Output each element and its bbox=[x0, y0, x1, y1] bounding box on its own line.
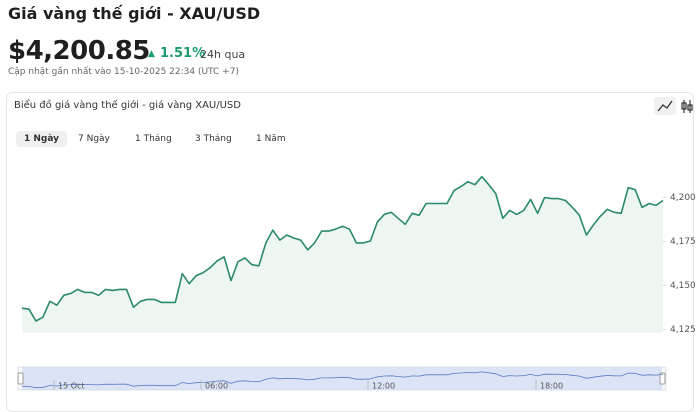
page-title: Giá vàng thế giới - XAU/USD bbox=[8, 4, 261, 23]
area bbox=[22, 176, 663, 333]
line-icon bbox=[657, 100, 673, 112]
page: Giá vàng thế giới - XAU/USD $4,200.85 ▲ … bbox=[6, 4, 696, 412]
y-tick-label: 4,200 bbox=[670, 193, 696, 203]
navigator-handle[interactable] bbox=[659, 372, 666, 385]
y-tick-label: 4,175 bbox=[670, 237, 696, 247]
navigator-label: 15 Oct bbox=[58, 382, 85, 391]
navigator-line bbox=[21, 371, 664, 389]
tab[interactable]: 1 Tháng bbox=[135, 134, 172, 144]
navigator-label: 06:00 bbox=[205, 382, 228, 391]
chart: 4,125 4,150 4,175 4,200 15 Oct 06:00 12:00 18:0… bbox=[17, 97, 696, 391]
candle-icon[interactable] bbox=[681, 100, 693, 113]
updated: Cập nhật gần nhất vào 15-10-2025 22:34 (… bbox=[8, 67, 239, 77]
tab[interactable]: 1 Ngày bbox=[16, 131, 68, 147]
navigator-label: 12:00 bbox=[372, 382, 395, 391]
price-line bbox=[21, 175, 664, 322]
navigator-range[interactable] bbox=[22, 367, 662, 390]
period: 24h qua bbox=[200, 48, 246, 61]
tab[interactable]: 1 Năm bbox=[256, 134, 286, 144]
tab[interactable]: 3 Tháng bbox=[195, 134, 232, 144]
tab[interactable]: 7 Ngày bbox=[78, 134, 110, 144]
y-tick-label: 4,150 bbox=[670, 281, 696, 291]
chart-title: Biểu đồ giá vàng thế giới - giá vàng XAU… bbox=[14, 100, 241, 111]
navigator-label: 18:00 bbox=[540, 382, 563, 391]
y-tick-label: 4,125 bbox=[670, 325, 696, 335]
navigator-handle[interactable] bbox=[17, 372, 24, 385]
price: $4,200.85 bbox=[8, 36, 150, 66]
change: 1.51% bbox=[160, 46, 206, 61]
up-arrow: ▲ bbox=[148, 49, 155, 59]
